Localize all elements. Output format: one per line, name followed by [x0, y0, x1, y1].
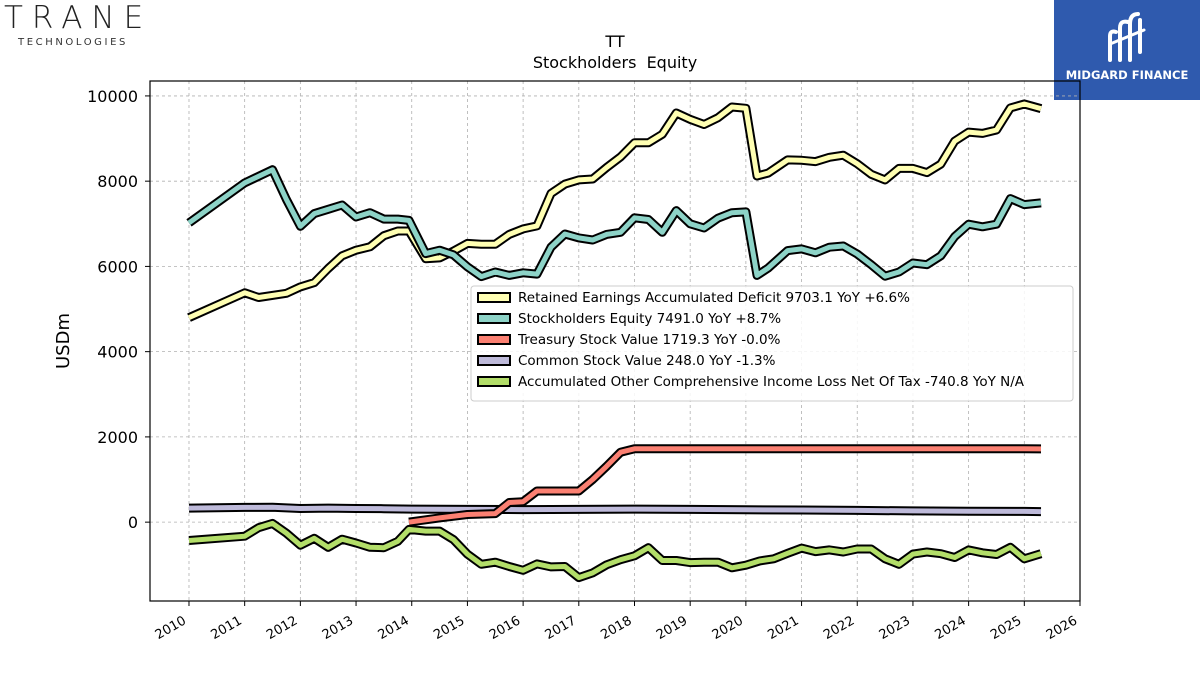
legend-swatch — [477, 376, 511, 387]
trane-wordmark: TRANE — [4, 0, 153, 36]
x-tick-label: 2015 — [431, 613, 467, 643]
y-tick-label: 4000 — [97, 343, 138, 362]
trane-technologies-logo: TRANE TECHNOLOGIES — [4, 0, 160, 52]
x-tick-label: 2017 — [543, 613, 579, 643]
x-tick-label: 2012 — [264, 613, 300, 643]
legend-box — [470, 285, 1074, 402]
legend-swatch — [477, 292, 511, 303]
y-tick-label: 10000 — [87, 87, 138, 106]
x-tick-label: 2018 — [598, 613, 634, 643]
series-line — [188, 504, 1042, 515]
x-tick-label: 2010 — [153, 613, 189, 643]
x-tick-label: 2019 — [654, 613, 690, 643]
chart-legend: Retained Earnings Accumulated Deficit 97… — [470, 285, 1074, 402]
x-tick-label: 2023 — [877, 613, 913, 643]
series-layer — [186, 99, 1043, 583]
legend-swatch — [477, 334, 511, 345]
plot-frame — [149, 80, 1081, 602]
legend-label: Accumulated Other Comprehensive Income L… — [518, 374, 1025, 390]
x-tick-label: 2013 — [320, 613, 356, 643]
x-tick-label: 2024 — [932, 613, 968, 643]
x-tick-label: 2011 — [209, 613, 245, 643]
y-tick-label: 6000 — [97, 257, 138, 276]
x-tick-label: 2025 — [988, 613, 1024, 643]
midgard-finance-logo: MIDGARD FINANCE — [1054, 0, 1200, 100]
y-tick-label: 0 — [128, 513, 138, 532]
legend-swatch — [477, 313, 511, 324]
x-tick-label: 2014 — [376, 613, 412, 643]
x-tick-label: 2022 — [821, 613, 857, 643]
legend-swatch — [477, 355, 511, 366]
legend-label: Stockholders Equity 7491.0 YoY +8.7% — [518, 311, 781, 327]
series-line — [408, 446, 1042, 525]
x-tick-label: 2026 — [1044, 613, 1080, 643]
y-tick-label: 8000 — [97, 172, 138, 191]
x-axis: 2010 2011 2012 2013 2014 2015 2016 2017 2018 2019… — [153, 601, 1081, 643]
chart-title: TT — [604, 32, 624, 51]
series-line — [188, 520, 1042, 581]
x-tick-label: 2021 — [765, 613, 801, 643]
y-tick-label: 2000 — [97, 428, 138, 447]
y-axis-label: USDm — [53, 313, 74, 369]
legend-label: Treasury Stock Value 1719.3 YoY -0.0% — [517, 332, 781, 348]
midgard-emblem-icon — [1108, 12, 1146, 62]
chart-subtitle: Stockholders Equity — [533, 53, 697, 72]
y-axis: 0 2000 4000 6000 8000 10000 — [87, 87, 150, 532]
trane-subline: TECHNOLOGIES — [18, 37, 128, 48]
midgard-finance-text: MIDGARD FINANCE — [1065, 68, 1189, 82]
x-tick-label: 2016 — [487, 613, 523, 643]
legend-label: Common Stock Value 248.0 YoY -1.3% — [518, 353, 776, 369]
legend-label: Retained Earnings Accumulated Deficit 97… — [518, 290, 910, 306]
series-line — [187, 101, 1042, 320]
series-line — [187, 167, 1042, 280]
x-tick-label: 2020 — [710, 613, 746, 643]
